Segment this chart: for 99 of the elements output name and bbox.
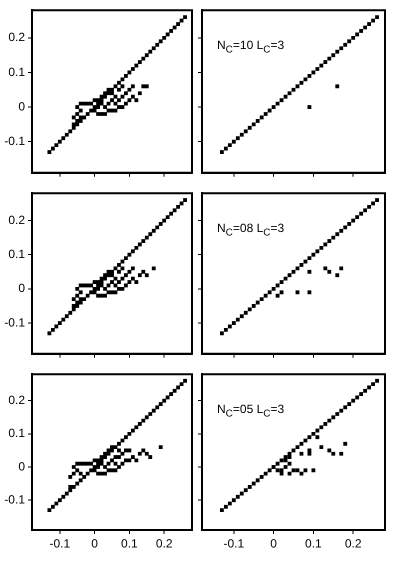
point (304, 77, 308, 82)
point (292, 270, 296, 274)
y-tick-label: -0.1 (4, 315, 26, 330)
point (300, 263, 304, 267)
annotation: N$_{C}$=05 L$_{C}$=3 (217, 402, 284, 420)
point (300, 80, 304, 85)
point (347, 39, 352, 44)
point (351, 218, 356, 222)
point (268, 108, 272, 112)
annotation: N$_{C}$=10 L$_{C}$=3 (217, 38, 284, 56)
point (308, 105, 312, 109)
point (315, 67, 320, 71)
point (280, 98, 284, 102)
y-tick-label: 0.2 (8, 212, 26, 227)
point (359, 29, 364, 33)
point (355, 215, 360, 220)
y-tick-label: -0.1 (4, 134, 26, 148)
point (264, 112, 268, 116)
point (308, 256, 312, 260)
point (296, 290, 300, 294)
point (311, 70, 316, 74)
point (228, 143, 232, 148)
point (367, 204, 371, 209)
point (308, 270, 312, 274)
point (319, 246, 324, 250)
point (359, 212, 364, 216)
x-tick-label: -0.1 (223, 536, 244, 551)
point (375, 198, 379, 202)
y-tick-label: 0.1 (8, 426, 26, 440)
point (280, 290, 284, 294)
point (272, 286, 276, 291)
point (375, 15, 379, 20)
point (371, 202, 375, 206)
point (351, 36, 356, 40)
point (304, 260, 308, 264)
point (315, 249, 320, 254)
y-tick-label: 0.2 (8, 393, 26, 408)
y-tick-label: 0.1 (8, 64, 26, 79)
point (260, 297, 264, 302)
point (323, 60, 328, 64)
point (347, 222, 352, 226)
point (276, 284, 280, 288)
point (308, 74, 312, 78)
point (252, 122, 256, 126)
point (296, 84, 300, 88)
x-tick-label: 0.2 (344, 536, 362, 551)
point (224, 146, 228, 150)
point (343, 225, 348, 230)
x-tick-label: 0.1 (305, 536, 322, 551)
point (220, 331, 224, 336)
y-tick-label: 0 (18, 459, 26, 474)
x-tick-label: 0.1 (121, 536, 138, 551)
point (284, 276, 288, 281)
point (272, 105, 276, 109)
point (232, 321, 236, 325)
point (268, 290, 272, 294)
point (284, 94, 288, 99)
point (264, 294, 268, 298)
y-tick-label: 0 (18, 99, 26, 114)
point (256, 118, 260, 123)
x-tick-label: 0 (91, 536, 98, 551)
point (252, 304, 256, 308)
point (323, 266, 328, 270)
point (367, 22, 371, 26)
point (311, 252, 316, 257)
x-tick-label: 0 (270, 536, 278, 551)
point (224, 328, 228, 332)
point (256, 300, 260, 304)
point (363, 208, 368, 212)
point (323, 242, 328, 246)
point (288, 91, 292, 96)
point (260, 116, 264, 120)
point (292, 88, 296, 92)
point (220, 150, 224, 154)
point (276, 294, 280, 298)
point (276, 102, 280, 106)
y-tick-label: 0.2 (8, 30, 26, 44)
point (355, 32, 360, 36)
y-tick-label: -0.1 (4, 492, 26, 506)
point (308, 290, 312, 294)
annotation: N$_{C}$=08 L$_{C}$=3 (217, 221, 284, 238)
point (228, 324, 232, 328)
x-tick-label: 0.2 (156, 536, 173, 551)
point (339, 266, 344, 270)
point (327, 56, 332, 61)
point (288, 273, 292, 278)
point (319, 64, 324, 68)
point (280, 280, 284, 284)
y-tick-label: 0 (18, 281, 26, 296)
point (296, 266, 300, 270)
point (331, 236, 336, 240)
point (248, 307, 252, 312)
point (327, 239, 332, 243)
x-tick-label: -0.1 (49, 536, 70, 551)
y-tick-label: 0.1 (8, 247, 26, 262)
point (371, 18, 375, 22)
point (232, 140, 236, 144)
point (236, 318, 240, 322)
point (363, 26, 368, 30)
